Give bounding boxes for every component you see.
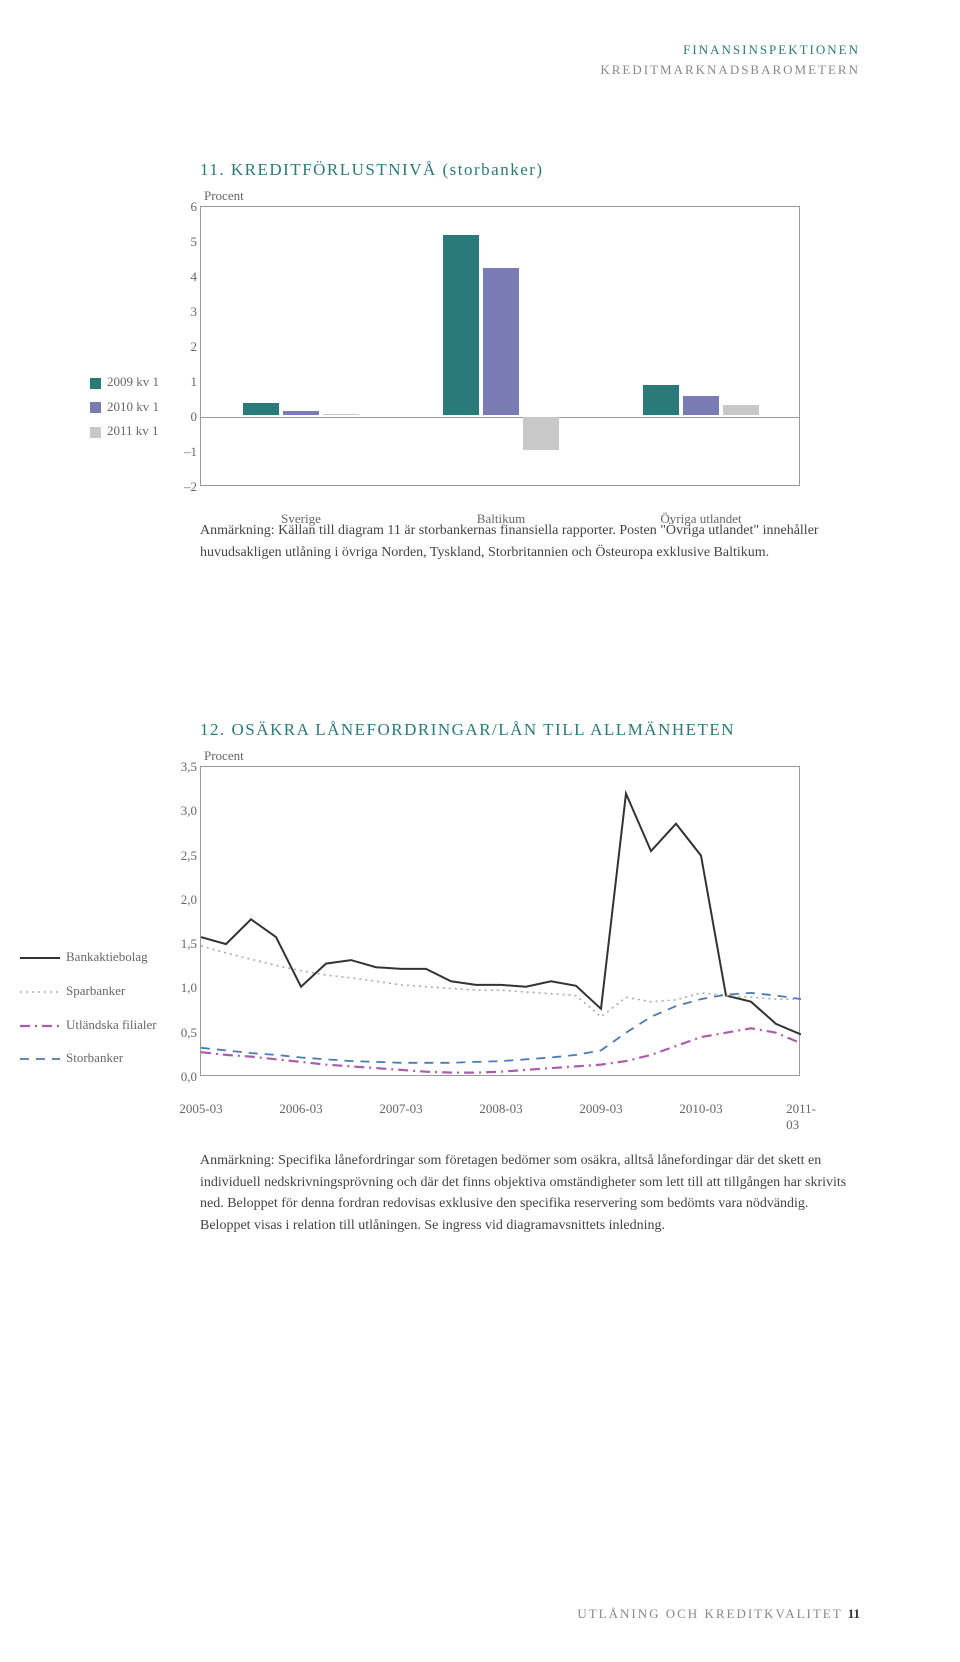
- legend-line-sample: [20, 953, 60, 963]
- chart-12-legend-item: Storbanker: [20, 1041, 157, 1075]
- chart-11-bar: [323, 414, 359, 415]
- chart-12-ytick: 2,5: [181, 848, 197, 864]
- chart-12-xlabel: 2008-03: [479, 1101, 522, 1117]
- chart-12: 12. OSÄKRA LÅNEFORDRINGAR/LÅN TILL ALLMÄ…: [200, 720, 860, 1076]
- chart-12-ytick: 3,5: [181, 759, 197, 775]
- chart-11-ylabel: Procent: [204, 188, 244, 204]
- chart-12-xlabel: 2005-03: [179, 1101, 222, 1117]
- chart-11-note: Anmärkning: Källan till diagram 11 är st…: [200, 520, 860, 563]
- chart-11-bar: [243, 403, 279, 415]
- legend-label: 2010 kv 1: [107, 399, 159, 414]
- legend-swatch: [90, 427, 101, 438]
- chart-11-ytick: –1: [184, 444, 197, 460]
- chart-12-xlabel: 2010-03: [679, 1101, 722, 1117]
- chart-11-legend-item: 2009 kv 1: [90, 370, 159, 395]
- legend-line-sample: [20, 1054, 60, 1064]
- chart-12-series-line: [201, 946, 801, 1017]
- footer: UTLÅNING OCH KREDITKVALITET 11: [577, 1606, 860, 1622]
- chart-11-ytick: 5: [191, 234, 198, 250]
- chart-12-legend-item: Bankaktiebolag: [20, 940, 157, 974]
- chart-11-bar: [683, 396, 719, 415]
- chart-12-note: Anmärkning: Specifika lånefordringar som…: [200, 1150, 860, 1237]
- header-org: FINANSINSPEKTIONEN: [600, 40, 860, 60]
- chart-12-legend-item: Utländska filialer: [20, 1008, 157, 1042]
- chart-12-series-line: [201, 993, 801, 1063]
- chart-11-plot: 6543210–1–2 SverigeBaltikumÖvriga utland…: [200, 206, 800, 486]
- chart-11-yticks: 6543210–1–2: [173, 207, 197, 485]
- chart-11-legend-item: 2011 kv 1: [90, 419, 159, 444]
- chart-11-bar: [643, 385, 679, 415]
- legend-swatch: [90, 402, 101, 413]
- chart-12-xlabel: 2006-03: [279, 1101, 322, 1117]
- legend-swatch: [90, 378, 101, 389]
- chart-12-ytick: 1,5: [181, 936, 197, 952]
- footer-section: UTLÅNING OCH KREDITKVALITET: [577, 1606, 842, 1621]
- legend-label: Utländska filialer: [66, 1017, 157, 1032]
- chart-12-title: 12. OSÄKRA LÅNEFORDRINGAR/LÅN TILL ALLMÄ…: [200, 720, 860, 740]
- chart-11-bar: [723, 405, 759, 416]
- chart-12-ytick: 3,0: [181, 803, 197, 819]
- chart-12-ytick: 1,0: [181, 980, 197, 996]
- chart-11-ytick: 0: [191, 409, 198, 425]
- legend-label: Storbanker: [66, 1050, 123, 1065]
- chart-11-bar: [443, 235, 479, 415]
- chart-12-ytick: 0,0: [181, 1069, 197, 1085]
- header: FINANSINSPEKTIONEN KREDITMARKNADSBAROMET…: [600, 40, 860, 79]
- chart-11-bars: [201, 207, 799, 485]
- chart-12-series-line: [201, 1028, 801, 1072]
- chart-11-bar: [523, 417, 559, 450]
- chart-12-ytick: 2,0: [181, 892, 197, 908]
- chart-12-legend: Bankaktiebolag Sparbanker Utländska filial…: [20, 940, 157, 1075]
- legend-label: Bankaktiebolag: [66, 949, 148, 964]
- chart-11-ytick: 6: [191, 199, 198, 215]
- chart-12-xlabel: 2009-03: [579, 1101, 622, 1117]
- legend-label: Sparbanker: [66, 983, 125, 998]
- chart-11-legend: 2009 kv 1 2010 kv 1 2011 kv 1: [90, 370, 159, 444]
- chart-11-ytick: 3: [191, 304, 198, 320]
- chart-11-zero-line: [201, 417, 799, 418]
- chart-11-bar: [483, 268, 519, 415]
- legend-label: 2011 kv 1: [107, 423, 159, 438]
- footer-page: 11: [848, 1606, 860, 1621]
- legend-line-sample: [20, 987, 60, 997]
- chart-12-ylabel: Procent: [204, 748, 244, 764]
- chart-11-legend-item: 2010 kv 1: [90, 395, 159, 420]
- header-report: KREDITMARKNADSBAROMETERN: [600, 60, 860, 80]
- chart-11: 11. KREDITFÖRLUSTNIVÅ (storbanker) Proce…: [200, 160, 860, 486]
- chart-12-xlabel: 2011-03: [786, 1101, 816, 1133]
- chart-12-ytick: 0,5: [181, 1025, 197, 1041]
- chart-12-svg: [201, 767, 801, 1077]
- chart-11-ytick: 1: [191, 374, 198, 390]
- legend-label: 2009 kv 1: [107, 374, 159, 389]
- chart-12-xlabel: 2007-03: [379, 1101, 422, 1117]
- chart-11-title: 11. KREDITFÖRLUSTNIVÅ (storbanker): [200, 160, 860, 180]
- chart-12-legend-item: Sparbanker: [20, 974, 157, 1008]
- chart-11-ytick: –2: [184, 479, 197, 495]
- chart-11-ytick: 4: [191, 269, 198, 285]
- chart-12-yticks: 3,53,02,52,01,51,00,50,0: [165, 767, 197, 1075]
- chart-11-ytick: 2: [191, 339, 198, 355]
- chart-11-bar: [283, 411, 319, 415]
- chart-12-plot: 3,53,02,52,01,51,00,50,0 2005-032006-032…: [200, 766, 800, 1076]
- chart-12-series-line: [201, 794, 801, 1035]
- legend-line-sample: [20, 1021, 60, 1031]
